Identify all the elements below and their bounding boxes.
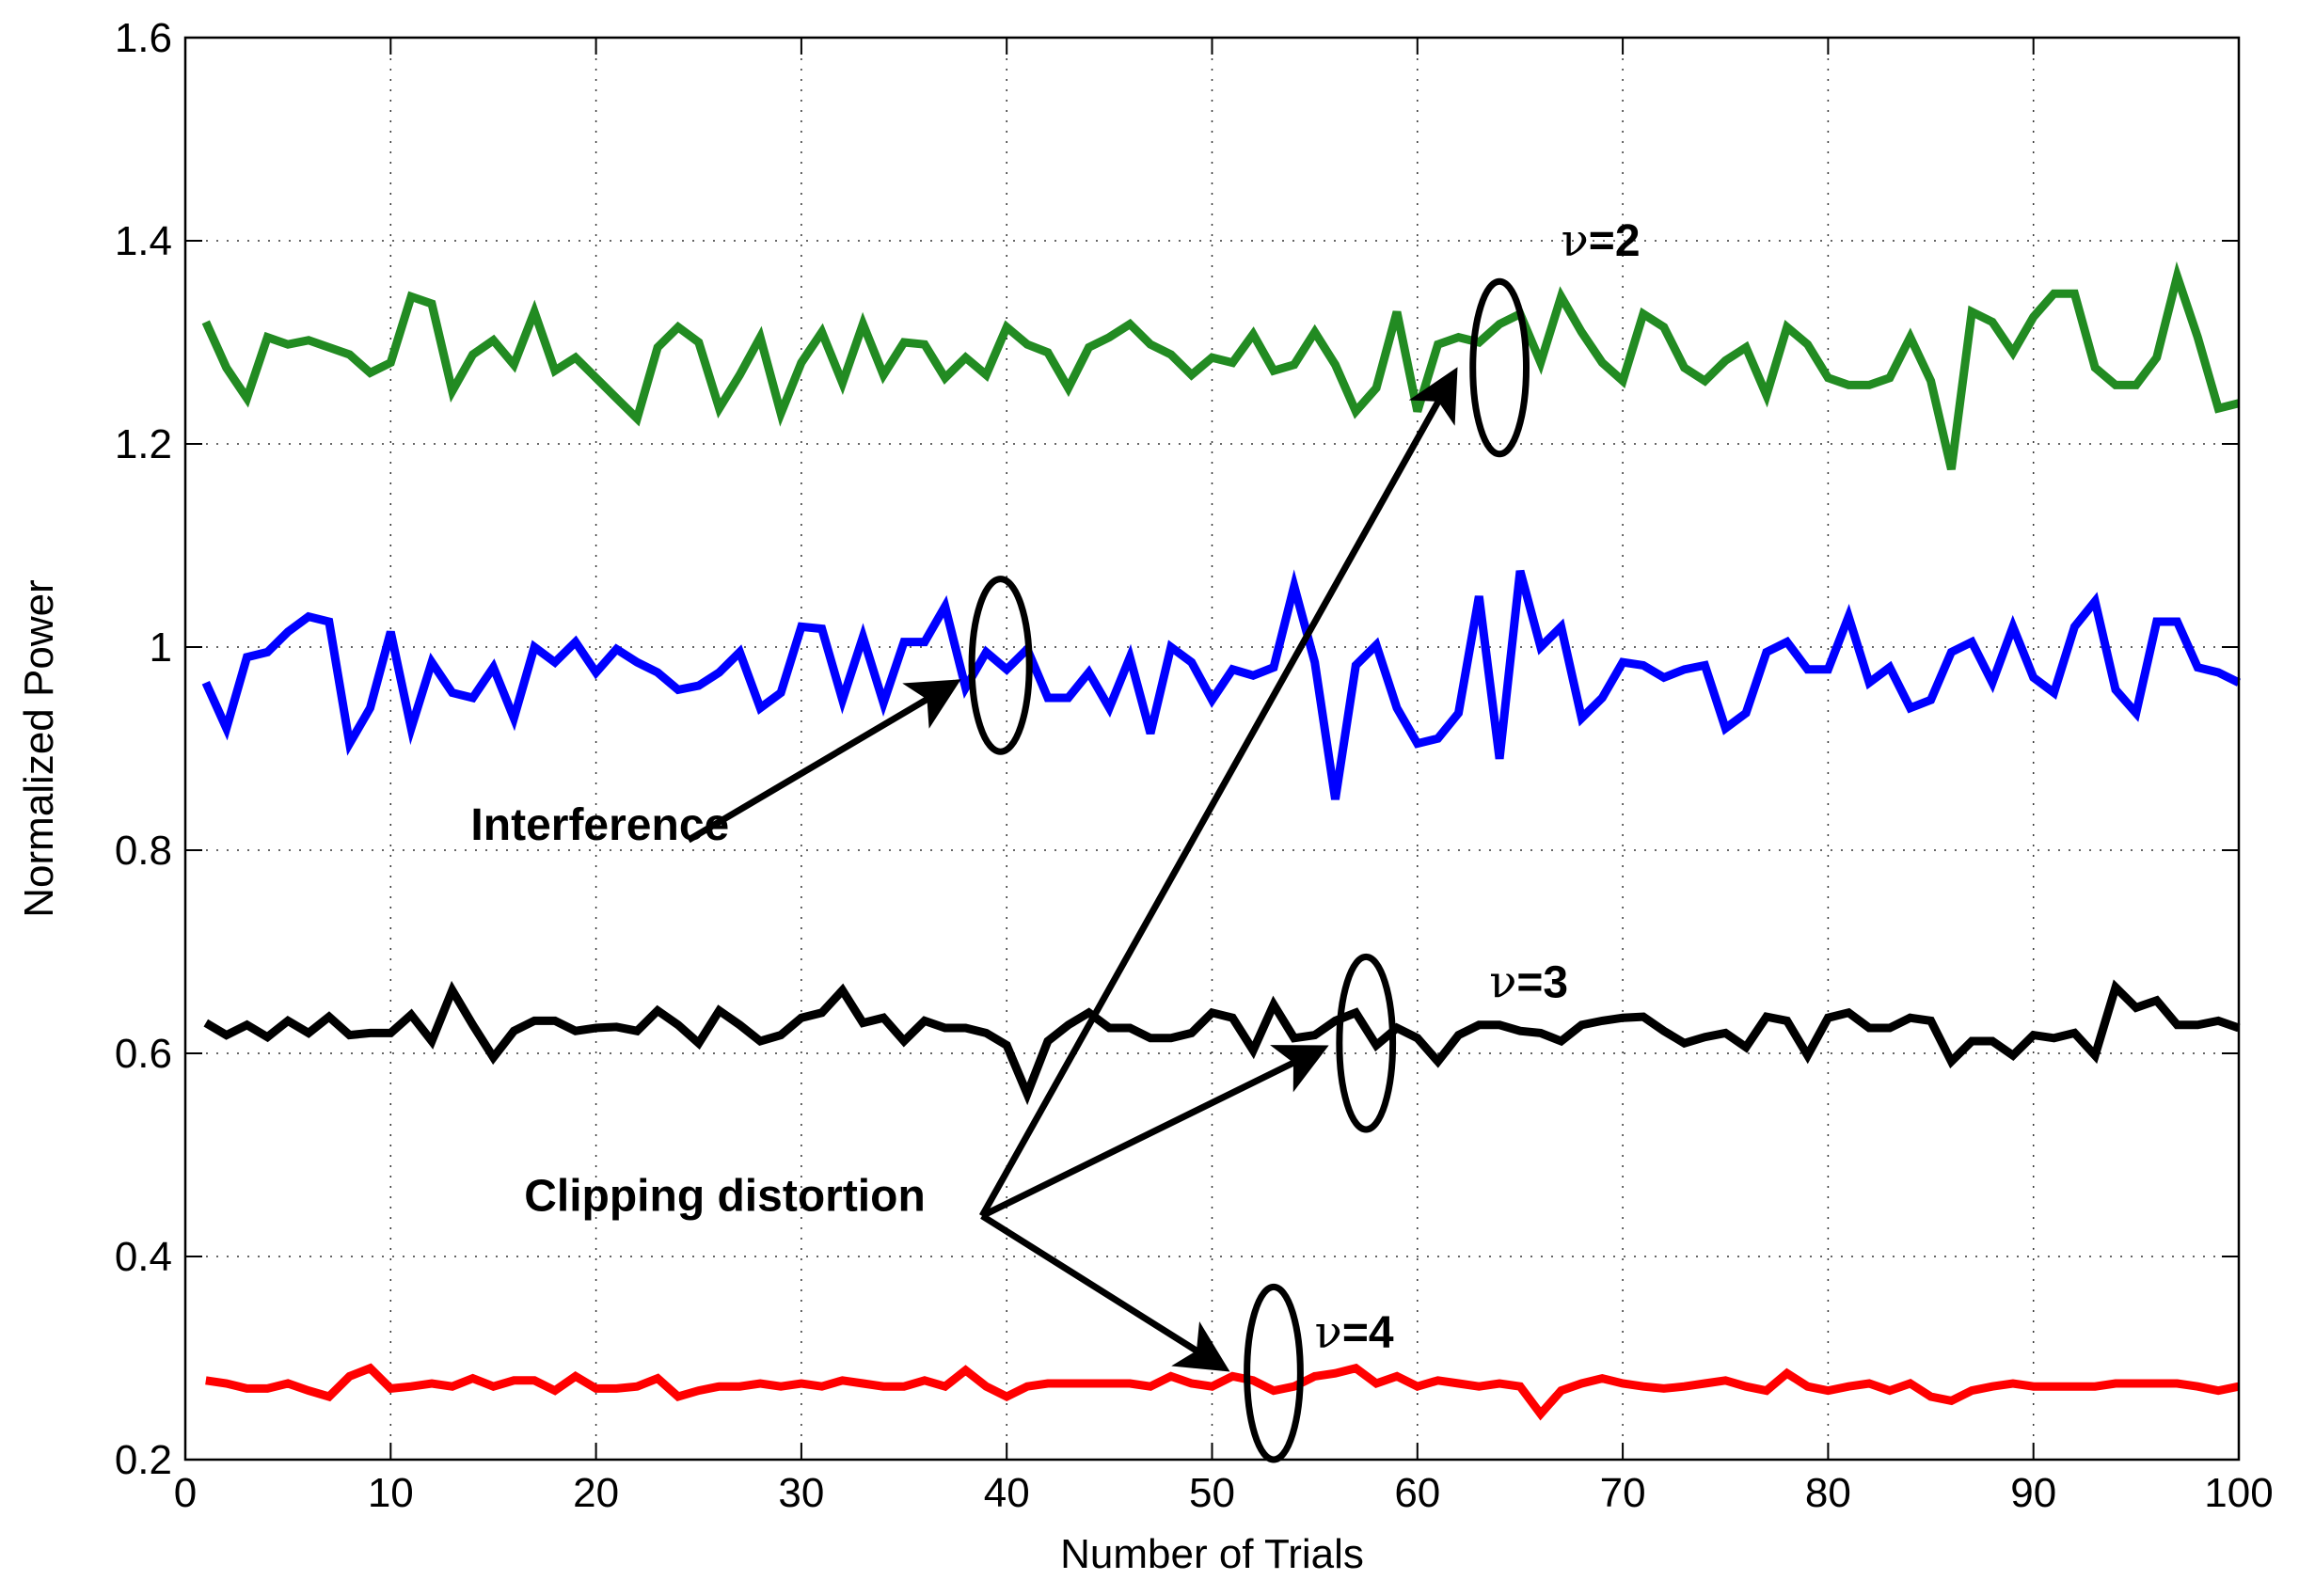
x-tick-label: 30	[778, 1470, 824, 1516]
y-tick-label: 0.6	[115, 1031, 172, 1077]
annotation-label: ν=2	[1562, 214, 1641, 267]
annotation-value: =3	[1516, 958, 1568, 1008]
series-line-v-3	[203, 979, 2241, 1106]
annotation-value: =2	[1589, 216, 1641, 266]
annotation-value: =4	[1342, 1308, 1394, 1358]
y-tick-label: 0.2	[115, 1437, 172, 1483]
x-tick-label: 40	[984, 1470, 1030, 1516]
annotation-arrow	[687, 679, 961, 844]
nu-symbol: ν	[1315, 1306, 1342, 1359]
annotation-arrow	[980, 1045, 1329, 1219]
x-tick-label: 0	[174, 1470, 197, 1516]
highlight-ellipse	[1469, 277, 1530, 458]
y-tick-label: 1.4	[115, 218, 172, 264]
series-line-v-4	[205, 1363, 2240, 1421]
annotation-label: ν=4	[1315, 1306, 1394, 1359]
x-tick-label: 80	[1805, 1470, 1851, 1516]
x-tick-label: 20	[573, 1470, 619, 1516]
x-tick-label: 50	[1189, 1470, 1235, 1516]
x-tick-label: 70	[1600, 1470, 1646, 1516]
series-line-v-2	[201, 261, 2241, 471]
annotation-arrow	[978, 367, 1458, 1218]
annotation-label: Clipping distortion	[524, 1171, 926, 1221]
ticks: 0 10 20 30 40 50 60 70 80 90 100 0.2 0.4 0.6 0.8 1 1.2 1.…	[115, 15, 2274, 1516]
y-tick-label: 1.2	[115, 421, 172, 467]
x-tick-label: 10	[368, 1470, 414, 1516]
x-axis-label: Number of Trials	[1060, 1531, 1364, 1577]
series-line-interference	[201, 569, 2241, 800]
y-tick-label: 0.8	[115, 828, 172, 874]
highlight-ellipse	[968, 576, 1033, 755]
nu-symbol: ν	[1489, 956, 1516, 1009]
nu-symbol: ν	[1562, 214, 1589, 267]
highlight-ellipse	[1244, 1283, 1304, 1463]
annotation-arrow	[980, 1212, 1230, 1372]
series-group	[201, 261, 2241, 1421]
gridlines	[185, 38, 2239, 1460]
x-tick-label: 100	[2204, 1470, 2273, 1516]
x-tick-label: 60	[1394, 1470, 1440, 1516]
x-tick-label: 90	[2010, 1470, 2056, 1516]
annotation-label: Interference	[470, 800, 729, 850]
y-axis-label: Normalized Power	[16, 579, 62, 917]
highlight-ellipse	[1336, 953, 1397, 1133]
y-tick-label: 1.6	[115, 15, 172, 61]
y-tick-label: 1	[150, 624, 172, 671]
y-tick-label: 0.4	[115, 1234, 172, 1280]
annotation-label: ν=3	[1489, 956, 1568, 1009]
